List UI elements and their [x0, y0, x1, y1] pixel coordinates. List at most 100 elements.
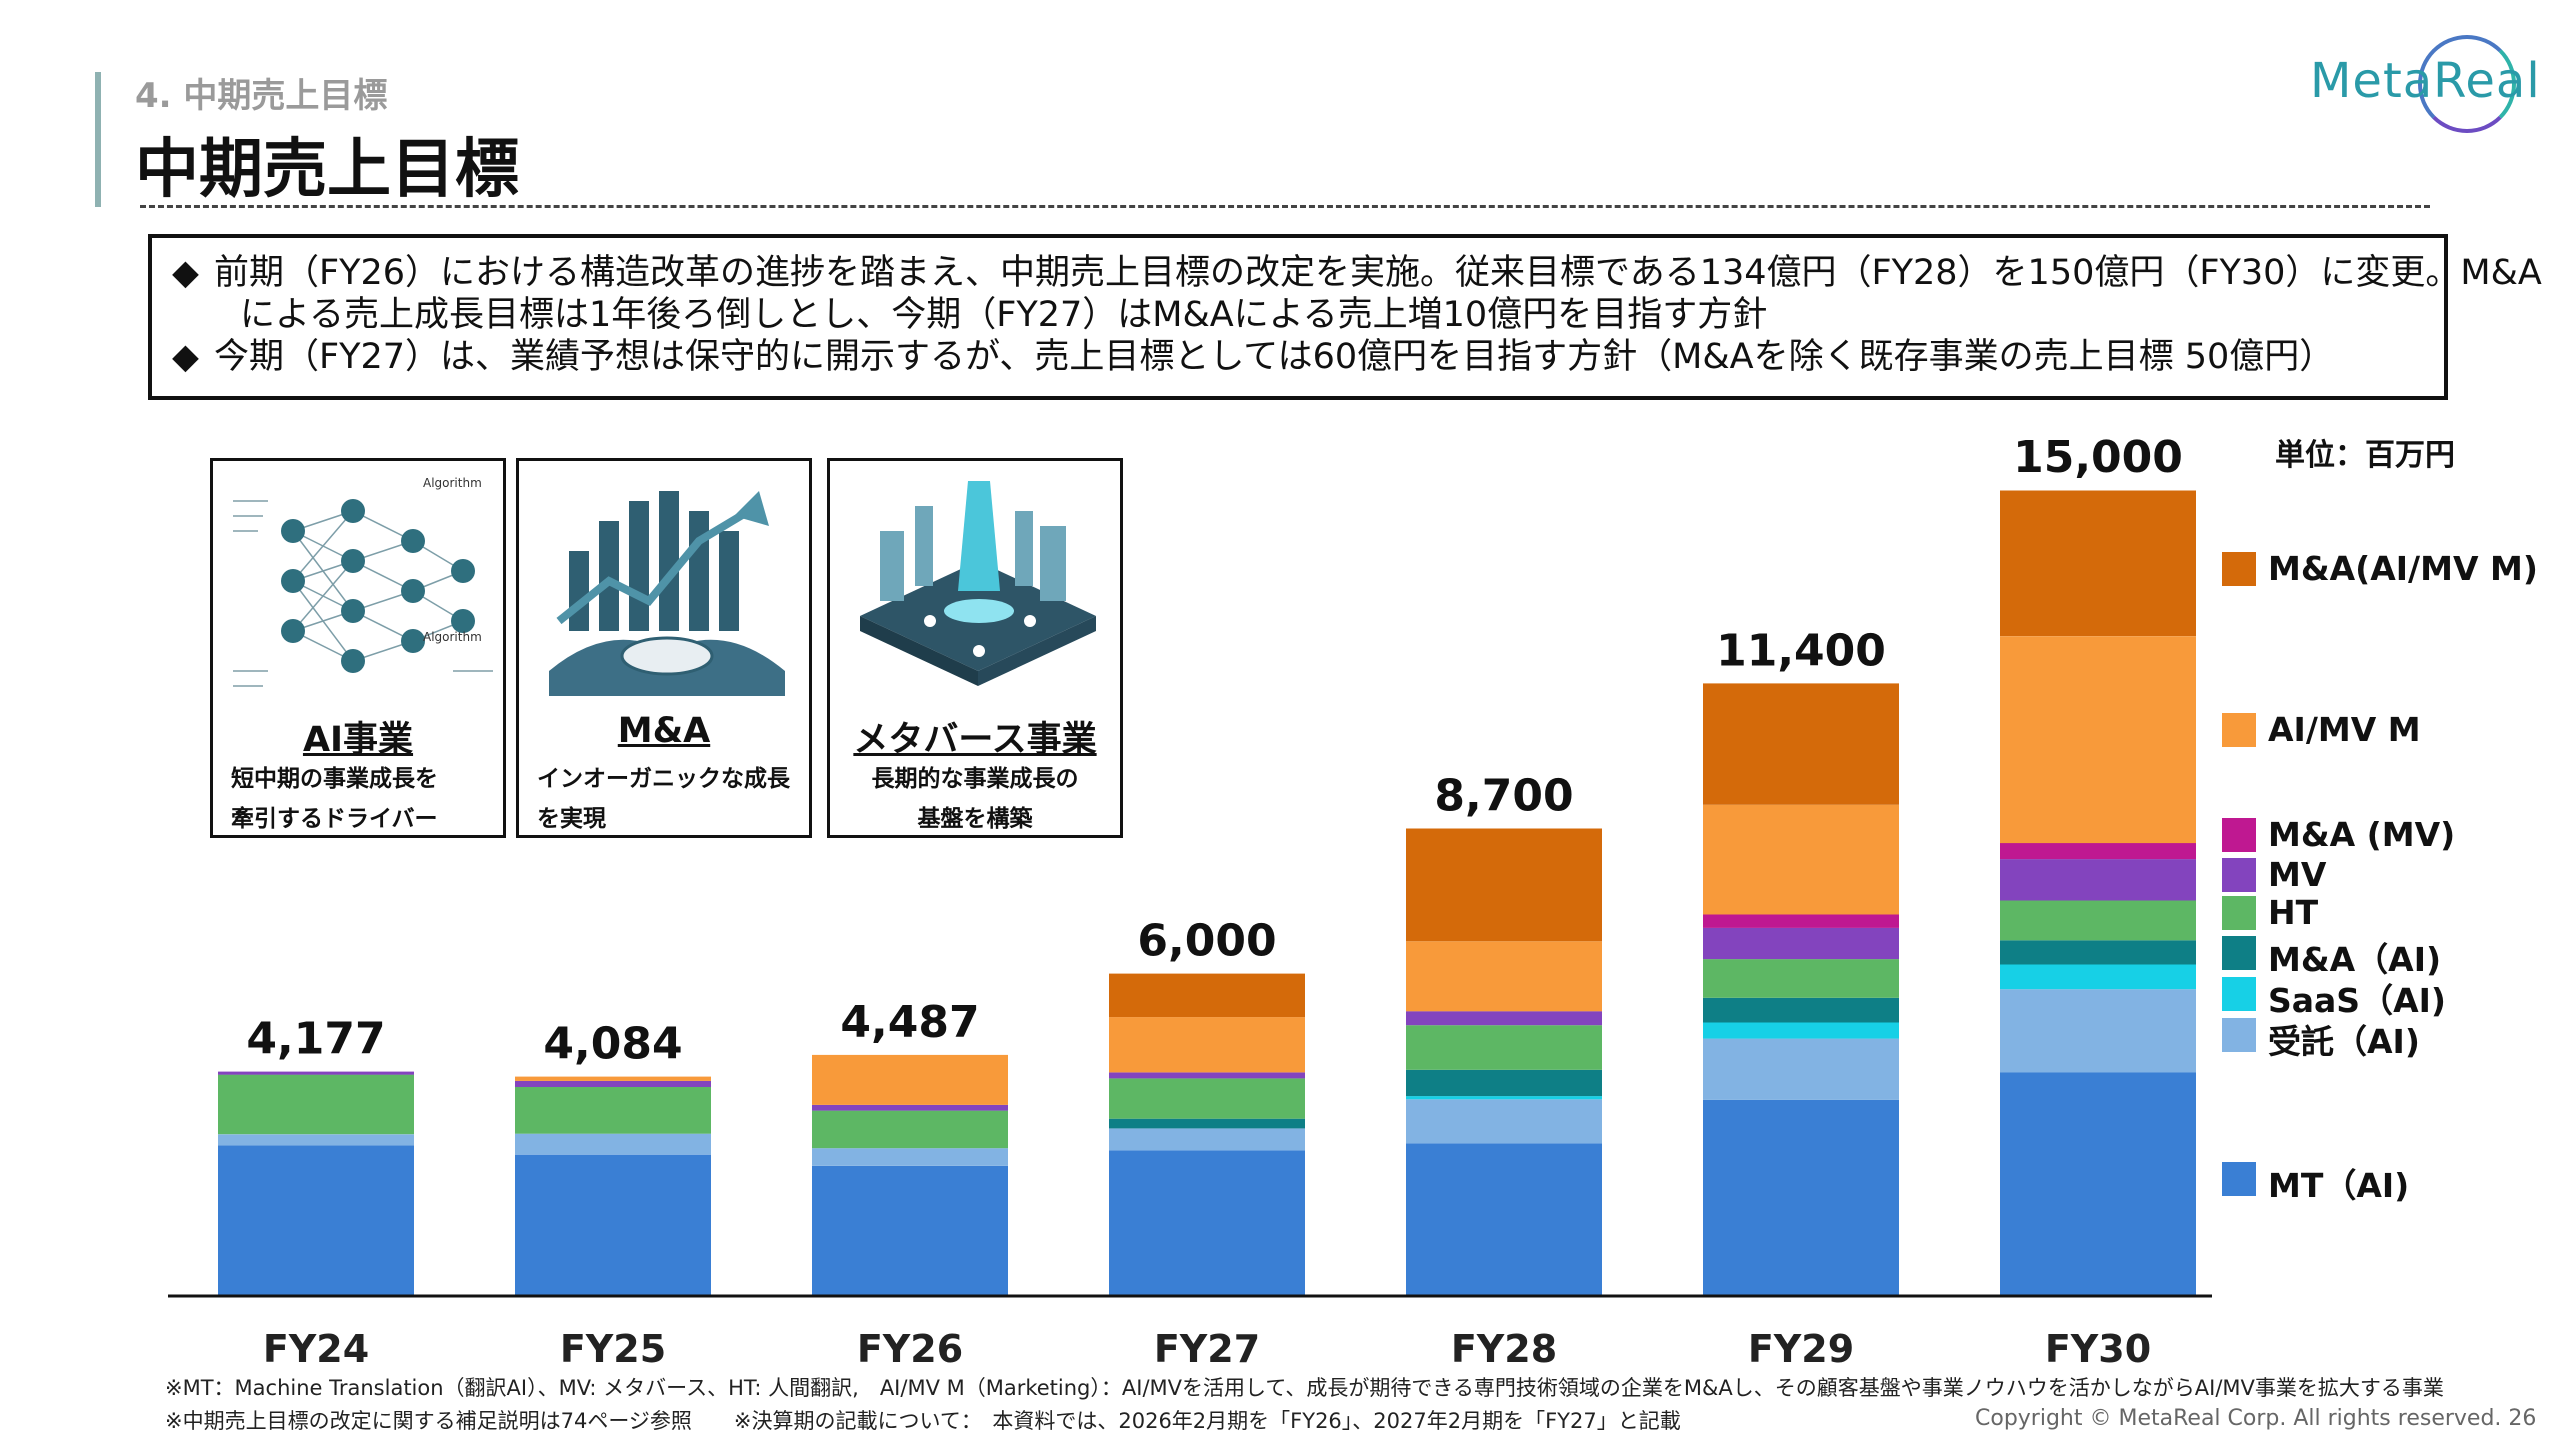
bar-segment — [1109, 1072, 1305, 1079]
bar-segment — [1406, 1096, 1602, 1100]
bar-segment — [1703, 927, 1899, 960]
legend-label: HT — [2268, 893, 2319, 932]
bar-segment — [515, 1133, 711, 1155]
bar-segment — [812, 1104, 1008, 1111]
section-label: 4. 中期売上目標 — [135, 76, 388, 116]
x-tick-label: FY28 — [1451, 1327, 1557, 1371]
legend-label: MT（AI) — [2268, 1166, 2410, 1205]
diamond-bullet-icon: ◆ — [172, 337, 199, 377]
x-tick-label: FY30 — [2045, 1327, 2151, 1371]
x-tick-label: FY24 — [263, 1327, 369, 1371]
logo-text: MetaReal — [2310, 53, 2541, 109]
bar-segment — [812, 1166, 1008, 1296]
legend-label: 受託（AI) — [2268, 1022, 2420, 1061]
bar-segment — [1703, 959, 1899, 998]
bar-segment — [2000, 900, 2196, 941]
bar-segment — [515, 1154, 711, 1296]
bar-segment — [1109, 1150, 1305, 1296]
unit-label: 単位：百万円 — [2275, 438, 2455, 473]
card-title: AI事業 — [302, 720, 414, 760]
legend-swatch — [2222, 1162, 2256, 1196]
card-desc-line-1: 長期的な事業成長の — [871, 766, 1079, 792]
summary-line-2: 今期（FY27）は、業績予想は保守的に開示するが、売上目標としては60億円を目指… — [214, 337, 2335, 377]
x-tick-label: FY29 — [1748, 1327, 1854, 1371]
bar-segment — [1406, 1011, 1602, 1026]
company-logo: MetaReal — [2310, 35, 2540, 145]
legend-swatch — [2222, 977, 2256, 1011]
bar-segment — [2000, 989, 2196, 1073]
legend-swatch — [2222, 552, 2256, 586]
bar-segment — [812, 1110, 1008, 1149]
legend-swatch — [2222, 936, 2256, 970]
card-title: M&A — [617, 711, 711, 751]
card-description: 短中期の事業成長を 牽引するドライバー — [231, 759, 493, 839]
card-ma: M&A インオーガニックな成長 を実現 — [516, 458, 812, 838]
bar-segment — [1703, 1099, 1899, 1296]
bar-segment — [515, 1076, 711, 1081]
bar-segment — [2000, 1072, 2196, 1296]
algorithm-label-mid: Algorithm — [423, 630, 482, 644]
bar-segment — [1703, 804, 1899, 915]
bar-total-label: 15,000 — [2013, 432, 2183, 483]
algorithm-label-top: Algorithm — [423, 476, 482, 490]
legend-swatch — [2222, 1018, 2256, 1052]
card-ai-business: Algorithm Algorithm AI事業 短中期の事業成長を 牽引するド… — [210, 458, 506, 838]
x-tick-label: FY27 — [1154, 1327, 1260, 1371]
bar-segment — [218, 1134, 414, 1146]
legend-swatch — [2222, 896, 2256, 930]
bar-segment — [1406, 1143, 1602, 1296]
bar-segment — [1406, 941, 1602, 1012]
bar-segment — [1406, 1069, 1602, 1097]
page-title: 中期売上目標 — [135, 133, 519, 207]
bar-segment — [812, 1148, 1008, 1166]
bar-segment — [1406, 1025, 1602, 1070]
summary-bullet-2: ◆ 今期（FY27）は、業績予想は保守的に開示するが、売上目標としては60億円を目… — [172, 336, 2424, 378]
bar-total-label: 4,487 — [840, 997, 979, 1048]
bar-segment — [515, 1080, 711, 1087]
x-tick-label: FY26 — [857, 1327, 963, 1371]
bar-total-label: 4,177 — [246, 1014, 385, 1065]
bar-segment — [1703, 1022, 1899, 1039]
bar-segment — [2000, 964, 2196, 990]
bar-segment — [218, 1071, 414, 1075]
legend-label: AI/MV M — [2268, 710, 2421, 749]
bar-total-label: 6,000 — [1137, 916, 1276, 967]
header-divider — [140, 205, 2430, 208]
footnote-1: ※MT：Machine Translation（翻訳AI）、MV: メタバース、… — [165, 1376, 2444, 1400]
card-desc-line-2: を実現 — [537, 806, 606, 832]
card-desc-line-2: 牽引するドライバー — [231, 806, 438, 832]
bar-segment — [1703, 683, 1899, 805]
bar-segment — [218, 1145, 414, 1296]
copyright: Copyright © MetaReal Corp. All rights re… — [1975, 1406, 2537, 1431]
legend-swatch — [2222, 858, 2256, 892]
bar-segment — [515, 1087, 711, 1134]
bar-segment — [2000, 940, 2196, 965]
metaverse-city-illustration — [860, 481, 1096, 686]
bar-segment — [2000, 490, 2196, 637]
handshake-growth-illustration — [549, 491, 785, 696]
bar-segment — [1109, 1078, 1305, 1119]
neural-network-illustration: Algorithm Algorithm — [223, 471, 499, 711]
card-desc-line-1: インオーガニックな成長 — [537, 766, 790, 792]
x-tick-label: FY25 — [560, 1327, 666, 1371]
bar-segment — [1703, 997, 1899, 1023]
diamond-bullet-icon: ◆ — [172, 253, 199, 293]
bar-segment — [1406, 828, 1602, 942]
bar-total-label: 4,084 — [543, 1019, 682, 1070]
legend-label: SaaS（AI) — [2268, 981, 2446, 1020]
bar-segment — [2000, 859, 2196, 901]
bar-segment — [1109, 1017, 1305, 1073]
summary-bullet-1: ◆ 前期（FY26）における構造改革の進捗を踏まえ、中期売上目標の改定を実施。従来… — [172, 252, 2542, 294]
bar-total-label: 8,700 — [1434, 771, 1573, 822]
bar-segment — [1703, 914, 1899, 928]
legend-label: M&A(AI/MV M) — [2268, 549, 2538, 588]
bar-segment — [1406, 1099, 1602, 1144]
bar-segment — [218, 1074, 414, 1135]
bar-segment — [812, 1054, 1008, 1105]
summary-line-1-cont: による売上成長目標は1年後ろ倒しとし、今期（FY27）はM&Aによる売上増10億… — [240, 295, 1768, 335]
legend-swatch — [2222, 713, 2256, 747]
summary-box: ◆ 前期（FY26）における構造改革の進捗を踏まえ、中期売上目標の改定を実施。従来… — [148, 234, 2542, 400]
header-accent-bar — [95, 72, 101, 207]
bar-segment — [1109, 1118, 1305, 1129]
